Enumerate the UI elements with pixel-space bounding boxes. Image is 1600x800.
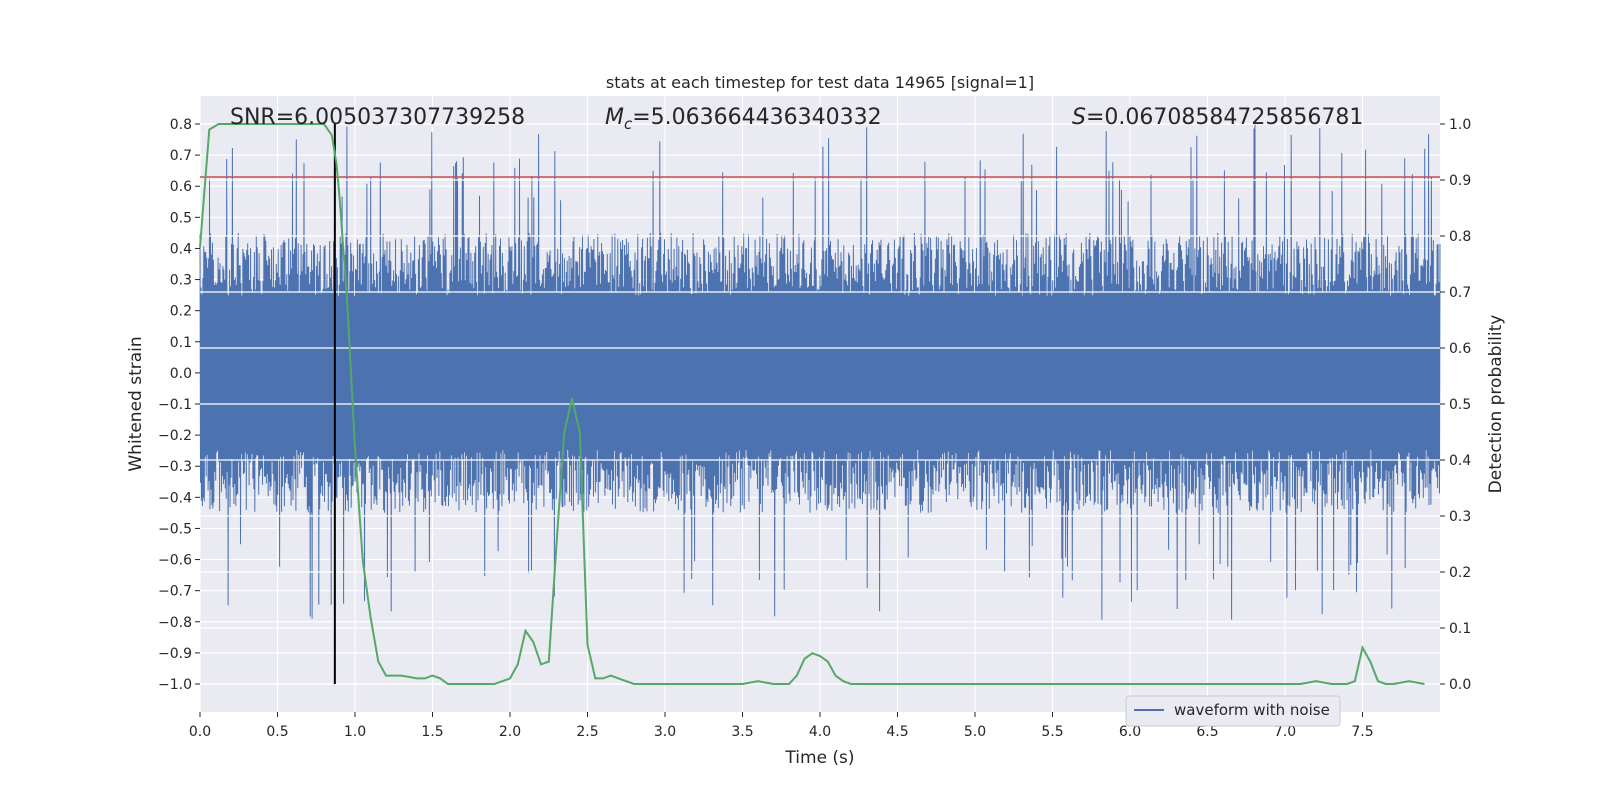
y-right-tick-label: 0.1 (1449, 621, 1471, 637)
y-right-tick-label: 0.6 (1449, 341, 1471, 357)
x-tick-label: 5.5 (1041, 724, 1063, 740)
y-right-axis-label: Detection probability (1486, 315, 1506, 494)
x-axis-ticks: 0.0 0.5 1.0 1.5 2.0 2.5 3.0 3.5 4.0 4.5 5.0 5.5 6.0 6… (189, 712, 1374, 740)
x-axis-label: Time (s) (784, 748, 854, 768)
legend-label-waveform: waveform with noise (1174, 701, 1330, 719)
y-tick-label: −0.8 (158, 615, 192, 631)
y-right-tick-label: 1.0 (1449, 117, 1471, 133)
y-tick-label: 0.7 (170, 148, 192, 164)
y-right-tick-label: 0.0 (1449, 677, 1471, 693)
x-tick-label: 2.0 (499, 724, 521, 740)
y-tick-label: −0.9 (158, 646, 192, 662)
y-tick-label: 0.5 (170, 210, 192, 226)
right-axis-gridlines (200, 123, 1440, 685)
y-right-tick-label: 0.2 (1449, 565, 1471, 581)
s-annotation: S=0.06708584725856781 (1072, 105, 1363, 130)
y-tick-label: 0.4 (170, 241, 192, 257)
y-tick-label: −0.6 (158, 553, 192, 569)
x-tick-label: 2.5 (576, 724, 598, 740)
x-tick-label: 0.5 (266, 724, 288, 740)
y-tick-label: 0.8 (170, 117, 192, 133)
x-tick-label: 4.5 (886, 724, 908, 740)
mc-annotation: Mc=5.063664436340332 (605, 105, 882, 133)
y-tick-label: 0.2 (170, 304, 192, 320)
y-right-tick-label: 0.5 (1449, 397, 1471, 413)
y-right-tick-label: 0.4 (1449, 453, 1471, 469)
y-right-tick-label: 0.3 (1449, 509, 1471, 525)
x-tick-label: 6.0 (1119, 724, 1141, 740)
detection-probability-line (199, 123, 1425, 685)
x-tick-label: 7.5 (1351, 724, 1373, 740)
y-axis-label: Whitened strain (126, 336, 146, 471)
x-tick-label: 5.0 (964, 724, 986, 740)
chart-title: stats at each timestep for test data 149… (606, 73, 1034, 92)
y-right-tick-label: 0.9 (1449, 173, 1471, 189)
x-tick-label: 7.0 (1274, 724, 1296, 740)
y-tick-label: 0.0 (170, 366, 192, 382)
y-tick-label: −1.0 (158, 677, 192, 693)
x-tick-label: 3.0 (654, 724, 676, 740)
legend: waveform with noise (1125, 695, 1341, 727)
y-tick-label: −0.5 (158, 521, 192, 537)
legend-box (1125, 695, 1341, 727)
y-right-tick-label: 0.7 (1449, 285, 1471, 301)
y-tick-label: −0.4 (158, 490, 192, 506)
y-tick-label: 0.6 (170, 179, 192, 195)
waveform-series-line (199, 123, 1441, 620)
x-tick-label: 6.5 (1196, 724, 1218, 740)
y-axis-ticks: 0.8 0.7 0.6 0.5 0.4 0.3 0.2 0.1 0.0 −0.1 −0.2 −0.3 −… (158, 117, 200, 693)
x-tick-label: 1.5 (421, 724, 443, 740)
y-tick-label: −0.3 (158, 459, 192, 475)
x-tick-label: 3.5 (731, 724, 753, 740)
x-tick-label: 4.0 (809, 724, 831, 740)
x-tick-label: 0.0 (189, 724, 211, 740)
y-tick-label: −0.1 (158, 397, 192, 413)
y-tick-label: 0.3 (170, 273, 192, 289)
y-tick-label: −0.2 (158, 428, 192, 444)
snr-annotation: SNR=6.005037307739258 (230, 105, 525, 130)
y-right-axis-ticks: 1.0 0.9 0.8 0.7 0.6 0.5 0.4 0.3 0.2 0.1 0.0 (1440, 117, 1471, 693)
x-tick-label: 1.0 (344, 724, 366, 740)
y-tick-label: 0.1 (170, 335, 192, 351)
y-tick-label: −0.7 (158, 584, 192, 600)
y-right-tick-label: 0.8 (1449, 229, 1471, 245)
